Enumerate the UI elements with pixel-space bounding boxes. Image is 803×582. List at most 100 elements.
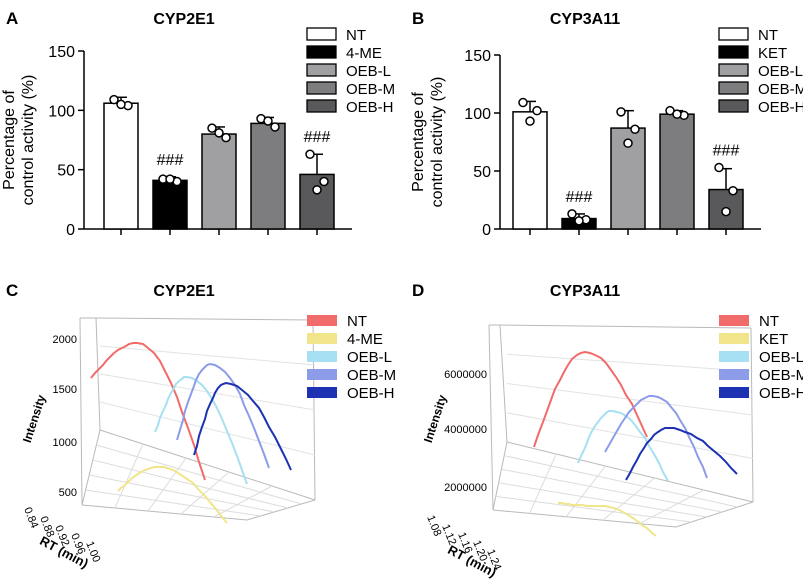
box-edge [492,441,508,511]
series-line-oeb-m [604,395,708,479]
data-point [532,105,542,116]
panel-c-3d-chromatogram: CYP2E1500100015002000Intensity0.840.880.… [20,283,396,571]
panel-letter-b: B [412,9,424,28]
series-line-4-me [117,466,228,524]
y-axis-label-line: control activity (%) [429,77,446,208]
data-point [623,138,633,148]
x-tick-label: 0.84 [21,506,40,530]
data-point [567,209,577,219]
bar-oeb-h [299,173,335,230]
floor-grid-line [501,468,723,513]
floor-grid-line [96,444,302,505]
bar-oeb-l [201,133,237,230]
legend-swatch [307,387,337,398]
data-point [319,176,329,187]
data-point [574,216,584,226]
data-point [305,149,315,159]
legend-label: OEB-H [346,99,394,116]
data-point [721,206,731,217]
data-point [263,116,273,126]
y-tick-label: 100 [48,103,75,120]
series-line-nt [533,350,648,448]
box-edge [95,317,314,321]
y-tick-label: 2000 [53,334,77,346]
series-line-oeb-m [176,362,270,469]
series-line-oeb-h [193,381,292,471]
y-tick-label: 1500 [53,384,77,396]
y-axis-label-line: Percentage of [410,92,427,192]
box-edge [95,317,101,431]
y-tick-label: 50 [57,163,75,180]
back-grid-line [99,345,316,366]
legend-swatch [306,45,337,59]
floor-grid-line [147,457,187,512]
back-grid-line [506,353,754,372]
legend-swatch [719,315,749,326]
legend-label: OEB-H [347,385,395,402]
y-tick-label: 4000000 [444,424,487,436]
legend-swatch [306,27,337,41]
legend-swatch [306,63,337,77]
box-edge [675,501,754,528]
y-tick-label: 6000000 [444,369,487,381]
data-point [525,116,535,126]
legend-label: OEB-L [346,63,391,80]
legend-swatch [306,99,337,113]
legend-swatch [306,81,337,95]
box-edge [499,324,508,443]
panel-letter-a: A [6,9,18,28]
floor-grid-line [529,453,557,514]
chart-title: CYP3A11 [550,11,620,28]
y-tick-label: 50 [473,164,491,181]
box-edge [79,317,83,506]
chart-title: CYP2E1 [153,283,214,300]
box-edge [492,509,677,528]
legend-label: NT [346,27,366,44]
floor-grid-line [602,477,655,521]
legend-label: OEB-M [758,81,803,98]
data-point [672,109,682,119]
series-line-oeb-l [577,410,669,482]
data-point [221,132,231,143]
series-line-ket [558,502,657,537]
y-axis-label-line: control activity (%) [20,75,37,206]
floor-grid-line [639,489,705,525]
floor-grid-line [92,459,288,509]
legend-label: 4-ME [347,331,383,348]
y-axis-label: Intensity [421,393,450,445]
legend-label: OEB-L [758,63,803,80]
y-axis-label: Intensity [20,393,49,445]
y-tick-label: 150 [464,48,491,65]
y-tick-label: 0 [482,222,491,239]
legend-swatch [719,369,749,380]
floor-grid-line [89,474,275,513]
data-point [630,124,640,134]
y-tick-label: 500 [59,487,77,499]
data-point [214,128,224,138]
legend-label: OEB-L [759,349,803,366]
series-line-nt [90,342,206,481]
panel-d-3d-chromatogram: CYP3A11200000040000006000000Intensity1.0… [421,283,803,580]
legend-label: OEB-M [759,367,803,384]
floor-grid-line [495,495,692,523]
bar-oeb-m [659,113,695,230]
data-point [207,123,217,133]
legend-label: NT [758,27,778,44]
legend-label: OEB-H [758,99,803,116]
legend-label: OEB-L [347,349,392,366]
legend-swatch [718,45,749,59]
box-edge [81,504,248,521]
legend-label: 4-ME [346,45,382,62]
data-point [165,174,175,184]
box-edge [99,429,316,501]
box-edge [488,324,494,511]
floor-grid-line [85,489,261,517]
data-point [116,99,126,110]
data-point [518,97,528,108]
floor-grid-line [213,485,273,518]
data-point [714,162,724,173]
legend-swatch [718,99,749,113]
legend-label: NT [759,313,779,330]
y-axis-label-line: Percentage of [1,90,18,190]
legend-swatch [719,351,749,362]
